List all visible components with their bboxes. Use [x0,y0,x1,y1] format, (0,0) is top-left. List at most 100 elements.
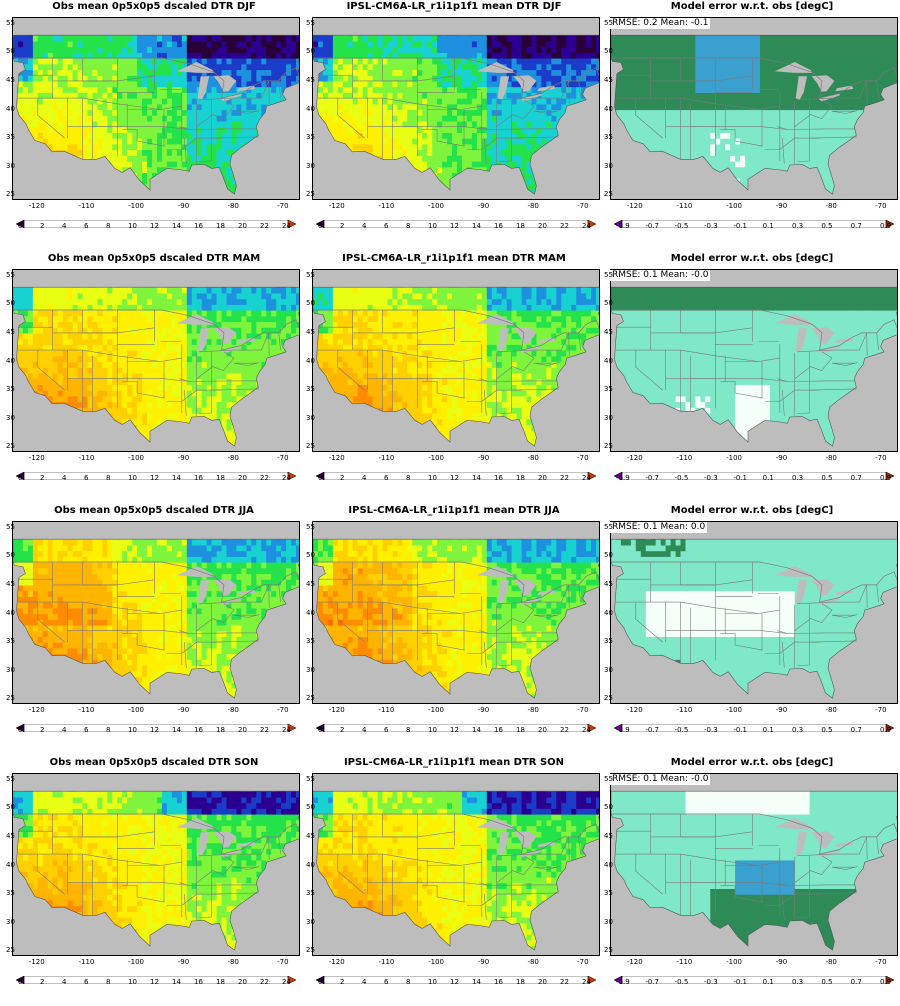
lon-tick-label: -120 [627,202,643,210]
lon-tick-label: -120 [627,454,643,462]
lat-tick-label: 25 [306,190,315,198]
map-svg [313,18,600,200]
lat-tick-label: 35 [604,133,613,141]
panel-title: Obs mean 0p5x0p5 dscaled DTR MAM [8,252,300,266]
colorbar-tick-label: 0.1 [763,726,774,734]
map-svg [13,18,300,200]
lon-tick-label: -110 [378,454,394,462]
lat-tick-label: 30 [604,414,613,422]
lon-tick-label: -120 [627,958,643,966]
lon-tick-label: -120 [29,202,45,210]
colorbar-tick-label: 20 [538,978,547,986]
colorbar-tick-label: 0.3 [792,474,803,482]
map-plot-area [610,17,898,200]
panel-title: Obs mean 0p5x0p5 dscaled DTR DJF [8,0,300,14]
colorbar-tick-label: 10 [128,474,137,482]
error-stats: RMSE: 0.1 Mean: -0.0 [610,270,710,281]
colorbar-tick-label: 22 [260,222,269,230]
map-svg [13,270,300,452]
lat-tick-label: 25 [6,190,15,198]
lon-tick-label: -100 [128,958,144,966]
colorbar-tick-label: 22 [560,726,569,734]
colorbar-tick-label: 8 [406,978,410,986]
lon-tick-label: -110 [78,706,94,714]
lat-tick-label: 30 [604,666,613,674]
map-svg [313,522,600,704]
lat-tick-label: 30 [306,414,315,422]
colorbar-tick-label: 0.1 [763,222,774,230]
colorbar-tick-label: 0.9 [880,474,891,482]
lon-tick-label: -120 [329,958,345,966]
error-stats: RMSE: 0.2 Mean: -0.1 [610,18,710,29]
colorbar-tick-label: 4 [362,222,366,230]
map-plot-area [312,521,600,704]
colorbar-tick-label: 0.7 [851,222,862,230]
map-svg [611,774,898,956]
colorbar-tick-label: 20 [238,978,247,986]
colorbar-tick-label: 18 [516,222,525,230]
lat-tick-label: 30 [6,918,15,926]
lat-tick-label: 50 [604,551,613,559]
colorbar-tick-label: -0.1 [733,726,747,734]
colorbar-tick-label: -0.9 [616,474,630,482]
lat-tick-label: 50 [306,47,315,55]
colorbar-tick-label: 4 [62,726,66,734]
map-plot-area [12,17,300,200]
lon-tick-label: -70 [875,454,886,462]
colorbar-tick-label: 2 [340,726,344,734]
lat-tick-label: 40 [6,609,15,617]
colorbar-tick-label: 0.5 [821,474,832,482]
lon-tick-label: -90 [478,958,489,966]
lat-tick-label: 45 [306,76,315,84]
lat-tick-label: 55 [306,19,315,27]
map-svg [313,774,600,956]
lon-tick-label: -80 [227,706,238,714]
colorbar-tick-label: 0.3 [792,222,803,230]
lat-tick-label: 35 [306,889,315,897]
lat-tick-label: 55 [6,523,15,531]
colorbar-tick-label: 14 [172,726,181,734]
colorbar-tick-label: -0.5 [675,474,689,482]
lon-tick-label: -110 [378,202,394,210]
panel-title: Obs mean 0p5x0p5 dscaled DTR JJA [8,504,300,518]
colorbar-tick-label: 18 [516,978,525,986]
colorbar-tick-label: 16 [494,726,503,734]
lat-tick-label: 55 [306,271,315,279]
lat-tick-label: 55 [306,523,315,531]
colorbar-tick-label: 10 [128,222,137,230]
lon-tick-label: -100 [726,454,742,462]
lat-tick-label: 35 [6,385,15,393]
colorbar-tick-label: 24 [282,474,291,482]
lat-tick-label: 25 [6,442,15,450]
lat-tick-label: 35 [306,385,315,393]
colorbar-tick-label: 0 [318,726,322,734]
colorbar-tick-label: 16 [494,978,503,986]
lon-tick-label: -120 [329,202,345,210]
colorbar-tick-label: 12 [450,978,459,986]
colorbar-tick-label: 24 [582,222,591,230]
colorbar-tick-label: 4 [62,222,66,230]
lat-tick-label: 25 [6,694,15,702]
colorbar-tick-label: 0.1 [763,474,774,482]
colorbar-tick-label: -0.1 [733,222,747,230]
colorbar-tick-label: 0.1 [763,978,774,986]
lat-tick-label: 40 [604,105,613,113]
colorbar-tick-label: 14 [472,474,481,482]
colorbar-tick-label: 16 [494,474,503,482]
lon-tick-label: -120 [29,454,45,462]
lon-tick-label: -70 [277,202,288,210]
colorbar-tick-label: 24 [582,978,591,986]
colorbar-tick-label: 0.3 [792,726,803,734]
colorbar-tick-label: 20 [238,474,247,482]
lat-tick-label: 35 [306,637,315,645]
colorbar-tick-label: 14 [172,978,181,986]
map-svg [611,522,898,704]
lon-tick-label: -90 [178,202,189,210]
colorbar-tick-label: 16 [194,726,203,734]
lat-tick-label: 25 [604,190,613,198]
